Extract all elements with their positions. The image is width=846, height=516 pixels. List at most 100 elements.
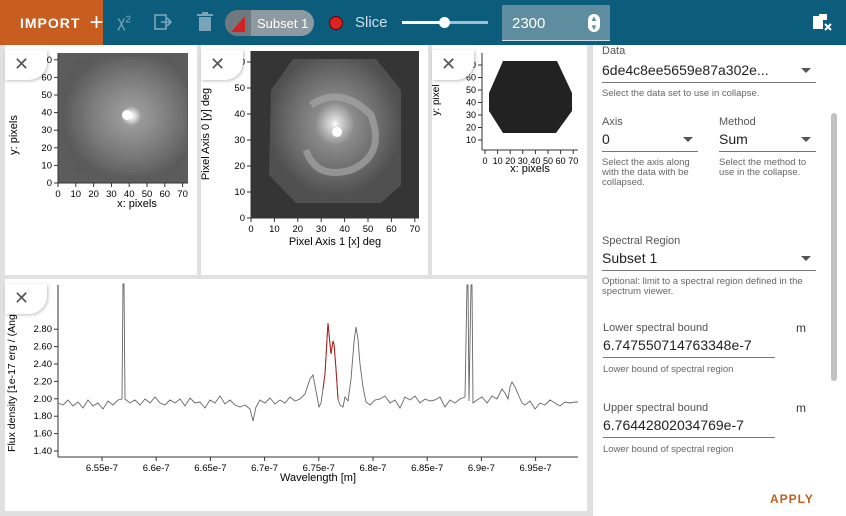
image-viewer-2-y-tick-label: 20 <box>234 161 245 172</box>
image-viewer-2-xlabel: Pixel Axis 1 [x] deg <box>289 236 381 248</box>
top-toolbar: IMPORT + χ² Subset 1 Slice 2300 ▲ ▼ <box>0 0 846 45</box>
spectrum-trace <box>57 283 578 422</box>
image-viewer-2-y-tick-label: 50 <box>234 83 245 94</box>
spectrum-x-tick-label: 6.9e-7 <box>468 463 495 474</box>
chi-square-icon[interactable]: χ² <box>117 14 131 31</box>
image-viewer-2-x-tick-label: 20 <box>293 224 304 235</box>
upper-bound-hint: Lower bound of spectral region <box>603 444 734 455</box>
spectrum-y-tick-label: 1.40 <box>34 446 53 457</box>
image-viewer-1-x-tick-label: 50 <box>142 189 153 200</box>
image-viewer-1-x-tick-label: 20 <box>88 189 99 200</box>
image-viewer-3-xlabel: x: pixels <box>510 163 550 175</box>
method-hint: Select the method to use in the collapse… <box>719 157 807 178</box>
image-viewer-2-x-tick-label: 10 <box>269 224 280 235</box>
spectral-region-select[interactable]: Subset 1 <box>602 250 658 266</box>
image-viewer-1-xlabel: x: pixels <box>117 198 157 210</box>
image-viewer-3-ylabel: y: pixel <box>432 84 442 115</box>
image-viewer-1-x-tick-label: 70 <box>177 189 188 200</box>
image-viewer-3-y-tick-label: 30 <box>466 110 476 120</box>
chevron-down-icon[interactable] <box>801 256 811 261</box>
apply-button[interactable]: APPLY <box>770 492 814 506</box>
image-viewer-2-x-tick-label: 60 <box>386 224 397 235</box>
subset-icon <box>225 10 251 36</box>
plus-icon: + <box>89 8 105 36</box>
image-viewer-3-x-tick-label: 0 <box>482 156 487 166</box>
spectrum-y-tick-label: 2.00 <box>34 394 53 405</box>
slice-value-input[interactable]: 2300 ▲ ▼ <box>502 5 610 41</box>
image-viewer-1-x-tick-label: 0 <box>55 189 60 200</box>
trash-icon[interactable] <box>194 12 216 34</box>
data-hint: Select the data set to use in collapse. <box>602 88 760 99</box>
plugin-tray-icon[interactable] <box>812 13 832 33</box>
axis-label: Axis <box>602 116 623 128</box>
upper-bound-underline <box>603 437 775 438</box>
slice-label: Slice <box>355 14 388 31</box>
image-viewer-2-ylabel: Pixel Axis 0 [y] deg <box>201 88 212 180</box>
upper-bound-input[interactable]: 6.76442802034769e-7 <box>603 417 744 433</box>
image-viewer-3-y-tick-label: 60 <box>466 73 476 83</box>
data-select[interactable]: 6de4c8ee5659e87a302e... <box>602 62 769 78</box>
spectrum-x-tick-label: 6.85e-7 <box>411 463 443 474</box>
spectrum-x-tick-label: 6.65e-7 <box>194 463 226 474</box>
method-label: Method <box>719 116 756 128</box>
image-viewer-3-x-tick-label: 50 <box>543 156 553 166</box>
spectrum-y-tick-label: 2.60 <box>34 342 53 353</box>
image-viewer-2-x-tick-label: 40 <box>339 224 350 235</box>
image-viewer-1-y-tick-label: 10 <box>41 160 52 171</box>
lower-bound-unit: m <box>796 321 806 335</box>
subset-selector[interactable]: Subset 1 <box>225 10 314 36</box>
chevron-down-icon[interactable] <box>683 137 693 142</box>
spectrum-x-tick-label: 6.95e-7 <box>519 463 551 474</box>
image-viewer-1-y-tick-label: 40 <box>41 108 52 119</box>
import-button[interactable]: IMPORT + <box>0 0 103 45</box>
image-viewer-2-x-tick-label: 70 <box>410 224 421 235</box>
image-viewer-3-tools[interactable]: ✕ <box>432 50 474 80</box>
spectral-region-label: Spectral Region <box>602 235 681 247</box>
image-viewer-2-y-tick-label: 40 <box>234 109 245 120</box>
lower-bound-underline <box>603 357 775 358</box>
data-label: Data <box>602 45 626 57</box>
tools-icon: ✕ <box>210 54 226 74</box>
image-viewer-1-y-tick-label: 30 <box>41 125 52 136</box>
spectrum-x-tick-label: 6.6e-7 <box>143 463 170 474</box>
lower-bound-hint: Lower bound of spectral region <box>603 364 734 375</box>
image-viewer-1-x-tick-label: 30 <box>106 189 117 200</box>
spectrum-subset-trace <box>322 322 339 400</box>
spinner-icon[interactable]: ▲ ▼ <box>588 14 600 32</box>
lower-bound-label: Lower spectral bound <box>603 322 709 334</box>
image-viewer-1-y-tick-label: 0 <box>47 178 52 189</box>
tools-icon: ✕ <box>441 54 457 74</box>
chevron-down-icon[interactable] <box>801 68 811 73</box>
upper-bound-label: Upper spectral bound <box>603 402 709 414</box>
lower-bound-input[interactable]: 6.747550714763348e-7 <box>603 337 752 353</box>
method-select[interactable]: Sum <box>719 131 748 147</box>
spectrum-viewer-tools[interactable]: ✕ <box>5 284 47 314</box>
chevron-down-icon[interactable] <box>801 137 811 142</box>
slice-slider-fill <box>402 21 444 24</box>
spectrum-x-tick-label: 6.55e-7 <box>86 463 118 474</box>
image-viewer-1-tools[interactable]: ✕ <box>5 50 47 80</box>
image-viewer-3-y-tick-label: 50 <box>466 85 476 95</box>
slice-slider-thumb[interactable] <box>439 17 450 28</box>
image-viewer-1-y-tick-label: 50 <box>41 90 52 101</box>
image-viewer-2-x-tick-label: 30 <box>316 224 327 235</box>
import-label: IMPORT <box>20 14 81 31</box>
data-select-underline <box>602 82 816 83</box>
image-viewer-2-tools[interactable]: ✕ <box>201 50 243 80</box>
plugin-scrollbar[interactable] <box>831 113 837 381</box>
image-viewer-2-y-tick-label: 10 <box>234 187 245 198</box>
image-viewer-3-x-tick-label: 20 <box>505 156 515 166</box>
spectrum-viewer[interactable]: 1.40 1.60 1.80 2.00 2.20 2.40 2.60 2.80 6.55e-7… <box>5 279 587 511</box>
image-viewer-3-x-tick-label: 30 <box>518 156 528 166</box>
axis-select[interactable]: 0 <box>602 131 610 147</box>
axis-hint: Select the axis along with the data with… <box>602 157 690 188</box>
image-viewer-1-ylabel: y: pixels <box>8 115 20 155</box>
export-icon[interactable] <box>152 12 174 34</box>
upper-bound-unit: m <box>796 401 806 415</box>
image-viewer-1-x-tick-label: 10 <box>71 189 82 200</box>
slice-dot-icon <box>329 16 343 30</box>
